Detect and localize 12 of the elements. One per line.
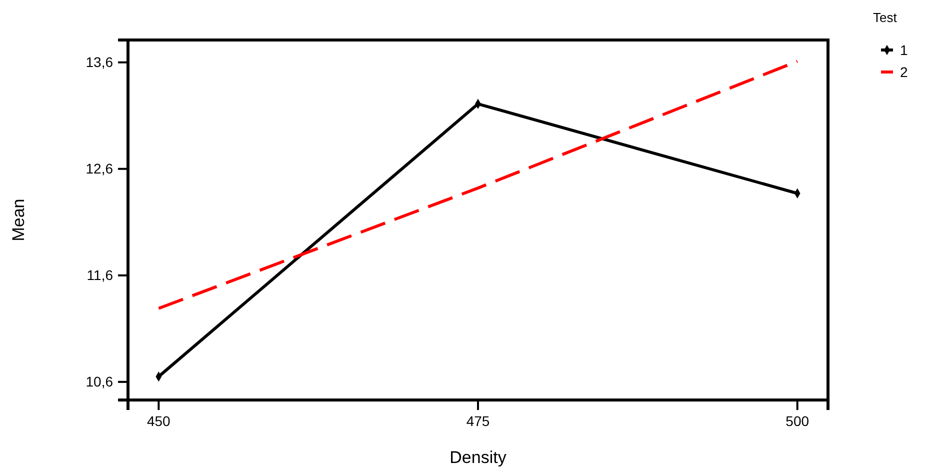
- x-tick-label: 475: [466, 412, 490, 429]
- legend-title: Test: [873, 10, 898, 25]
- legend-label: 2: [900, 64, 908, 80]
- y-axis-title: Mean: [9, 198, 28, 242]
- x-axis-title: Density: [450, 448, 507, 467]
- x-tick-label: 450: [146, 412, 171, 429]
- y-tick-label: 13,6: [86, 54, 114, 70]
- y-tick-label: 12,6: [86, 160, 114, 176]
- y-tick-label: 11,6: [86, 266, 114, 283]
- y-tick-label: 10,6: [86, 373, 114, 390]
- x-tick-label: 500: [786, 412, 810, 429]
- legend-label: 1: [900, 42, 908, 58]
